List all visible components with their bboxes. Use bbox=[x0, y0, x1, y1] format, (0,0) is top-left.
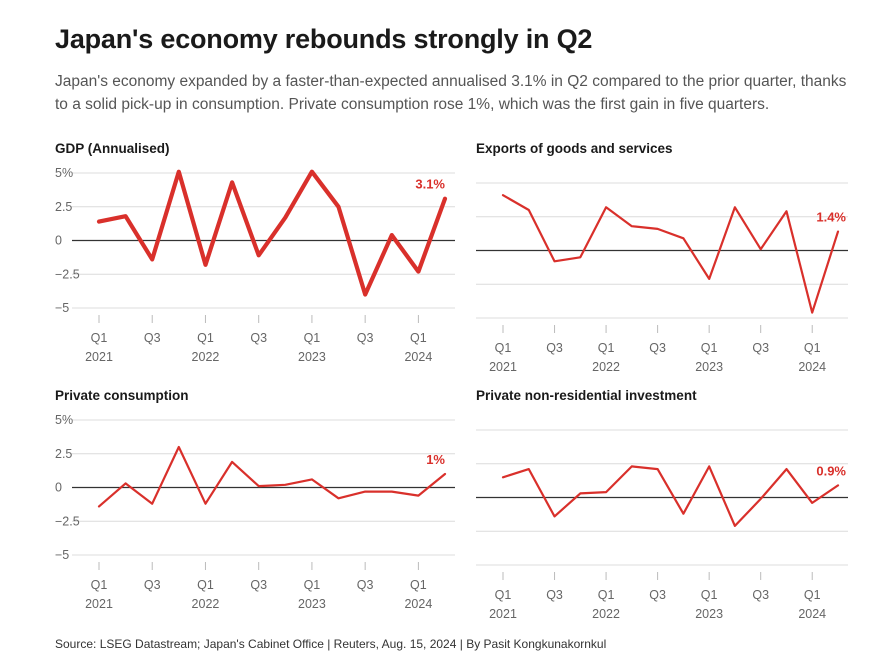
x-tick-label: Q1 bbox=[304, 578, 321, 592]
y-tick-label: 0 bbox=[55, 481, 62, 495]
x-year-label: 2021 bbox=[489, 360, 517, 374]
chart-title: GDP (Annualised) bbox=[55, 141, 170, 156]
chart-title: Private non-residential investment bbox=[476, 388, 697, 403]
y-tick-label: 2.5 bbox=[55, 200, 72, 214]
x-year-label: 2023 bbox=[298, 597, 326, 611]
x-year-label: 2022 bbox=[192, 350, 220, 364]
x-tick-label: Q1 bbox=[91, 578, 108, 592]
x-tick-label: Q1 bbox=[91, 331, 108, 345]
x-year-label: 2024 bbox=[404, 350, 432, 364]
x-year-label: 2024 bbox=[798, 360, 826, 374]
x-year-label: 2021 bbox=[489, 607, 517, 621]
end-value-label: 3.1% bbox=[415, 177, 445, 192]
x-year-label: 2022 bbox=[592, 360, 620, 374]
x-year-label: 2024 bbox=[404, 597, 432, 611]
y-tick-label: 5% bbox=[55, 413, 73, 427]
x-tick-label: Q3 bbox=[649, 341, 666, 355]
x-tick-label: Q3 bbox=[144, 331, 161, 345]
x-tick-label: Q3 bbox=[752, 588, 769, 602]
x-tick-label: Q1 bbox=[804, 588, 821, 602]
charts-grid: GDP (Annualised) 5% 2.5 0 −2.5 −5 Q1 Q3 Q1 Q3 Q1 Q3… bbox=[55, 141, 848, 621]
end-value-label: 1.4% bbox=[816, 210, 846, 225]
x-tick-label: Q3 bbox=[752, 341, 769, 355]
chart-title: Private consumption bbox=[55, 388, 189, 403]
chart-title: Exports of goods and services bbox=[476, 141, 673, 156]
chart-panel-3: Private consumption 5% 2.5 0 −2.5 −5 Q1 Q3 Q1 Q3 Q… bbox=[55, 388, 455, 611]
x-year-label: 2022 bbox=[192, 597, 220, 611]
x-tick-label: Q1 bbox=[410, 578, 427, 592]
x-tick-label: Q3 bbox=[649, 588, 666, 602]
x-tick-label: Q1 bbox=[197, 578, 214, 592]
x-year-label: 2023 bbox=[298, 350, 326, 364]
x-tick-label: Q1 bbox=[410, 331, 427, 345]
y-tick-label: 0 bbox=[55, 234, 62, 248]
x-tick-label: Q1 bbox=[804, 341, 821, 355]
y-tick-label: −5 bbox=[55, 301, 69, 315]
x-tick-label: Q3 bbox=[357, 331, 374, 345]
x-tick-label: Q1 bbox=[304, 331, 321, 345]
x-tick-label: Q1 bbox=[598, 341, 615, 355]
x-tick-label: Q1 bbox=[495, 341, 512, 355]
x-tick-label: Q1 bbox=[598, 588, 615, 602]
page-title: Japan's economy rebounds strongly in Q2 bbox=[55, 24, 593, 54]
series-line bbox=[96, 169, 448, 297]
y-tick-label: 2.5 bbox=[55, 447, 72, 461]
source-note: Source: LSEG Datastream; Japan's Cabinet… bbox=[55, 637, 607, 651]
y-tick-label: 5% bbox=[55, 166, 73, 180]
chart-panel-1: GDP (Annualised) 5% 2.5 0 −2.5 −5 Q1 Q3 Q1 Q3 Q1 Q3… bbox=[55, 141, 455, 364]
series-line bbox=[97, 445, 447, 508]
x-tick-label: Q3 bbox=[250, 578, 267, 592]
series-line bbox=[501, 194, 840, 314]
end-value-label: 1% bbox=[426, 452, 445, 467]
x-year-label: 2023 bbox=[695, 607, 723, 621]
x-tick-label: Q3 bbox=[250, 331, 267, 345]
series-line bbox=[501, 465, 840, 528]
chart-panel-4: Private non-residential investment Q1 Q3 Q1… bbox=[476, 388, 848, 621]
x-tick-label: Q3 bbox=[144, 578, 161, 592]
y-tick-label: −2.5 bbox=[55, 514, 80, 528]
x-year-label: 2024 bbox=[798, 607, 826, 621]
x-tick-label: Q1 bbox=[701, 588, 718, 602]
end-value-label: 0.9% bbox=[816, 463, 846, 478]
y-tick-label: −5 bbox=[55, 548, 69, 562]
x-year-label: 2021 bbox=[85, 350, 113, 364]
x-tick-label: Q3 bbox=[546, 588, 563, 602]
x-tick-label: Q3 bbox=[546, 341, 563, 355]
y-tick-label: −2.5 bbox=[55, 267, 80, 281]
x-year-label: 2023 bbox=[695, 360, 723, 374]
x-year-label: 2022 bbox=[592, 607, 620, 621]
chart-panel-2: Exports of goods and services Q1 Q3 Q1 Q3 Q1 Q… bbox=[476, 141, 848, 374]
x-tick-label: Q1 bbox=[701, 341, 718, 355]
page-subtitle: Japan's economy expanded by a faster-tha… bbox=[55, 73, 847, 113]
x-year-label: 2021 bbox=[85, 597, 113, 611]
x-tick-label: Q3 bbox=[357, 578, 374, 592]
x-tick-label: Q1 bbox=[495, 588, 512, 602]
x-tick-label: Q1 bbox=[197, 331, 214, 345]
